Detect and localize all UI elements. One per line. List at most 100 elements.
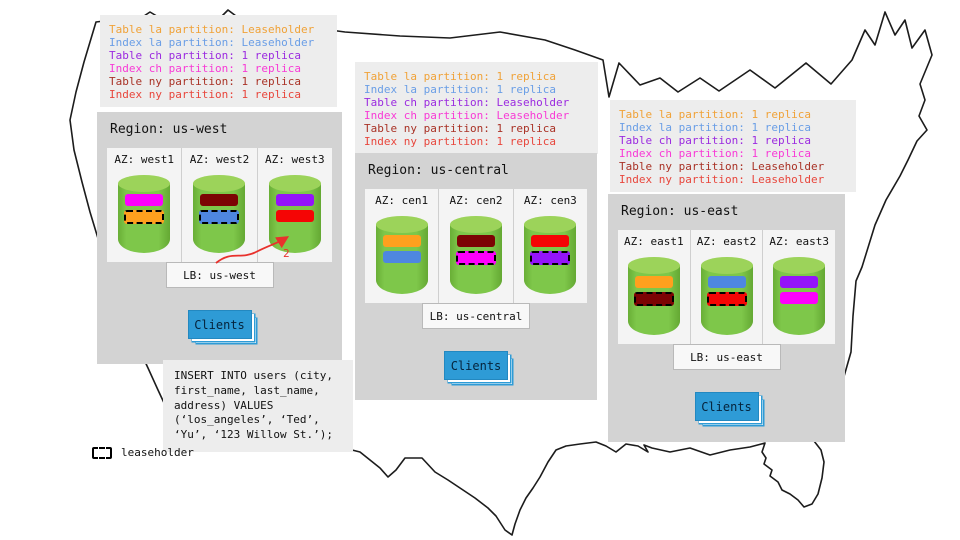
az-label: AZ: west3 <box>265 153 325 166</box>
legend-line: Index ch partition: 1 replica <box>109 61 302 75</box>
load-balancer-box: LB: us-east <box>672 344 781 370</box>
region-title: Region: us-east <box>621 204 739 219</box>
sql-line: address) VALUES <box>174 398 274 412</box>
legend-us-central: Table la partition: 1 replica Index la p… <box>355 62 598 155</box>
az-column: AZ: west2 <box>182 148 258 262</box>
partition-replica-bar <box>200 194 239 206</box>
partition-bars <box>118 194 170 224</box>
legend-line: Index la partition: 1 replica <box>364 82 557 96</box>
legend-line: Table ny partition: 1 replica <box>109 74 302 88</box>
az-area: AZ: cen1 AZ: cen2 <box>365 189 587 303</box>
legend-line: Table ch partition: Leaseholder <box>364 95 570 109</box>
clients-button[interactable]: Clients <box>444 351 508 380</box>
cylinder-top <box>118 175 171 192</box>
az-label: AZ: cen2 <box>449 194 503 207</box>
partition-replica-bar <box>706 292 747 306</box>
database-cylinder-icon <box>773 257 826 335</box>
partition-replica-bar <box>780 276 819 288</box>
partition-bars <box>773 276 825 304</box>
database-cylinder-icon <box>627 257 680 335</box>
partition-replica-bar <box>530 251 571 265</box>
cylinder-top <box>449 216 502 233</box>
az-column: AZ: west3 <box>258 148 332 262</box>
partition-replica-bar <box>382 251 421 263</box>
partition-bars <box>701 276 753 306</box>
az-column: AZ: east3 <box>763 230 835 344</box>
cylinder-top <box>375 216 428 233</box>
az-label: AZ: east2 <box>696 235 757 248</box>
cylinder-top <box>268 175 321 192</box>
leaseholder-key-label: leaseholder <box>121 446 194 459</box>
region-panel-us-central: Region: us-central AZ: cen1 AZ: cen2 <box>355 153 597 400</box>
az-label: AZ: cen1 <box>375 194 429 207</box>
sql-line: INSERT INTO users (city, <box>174 369 333 382</box>
cylinder-top <box>193 175 246 192</box>
sql-line: first_name, last_name, <box>174 383 320 397</box>
partition-bars <box>524 235 576 265</box>
az-area: AZ: east1 AZ: east2 <box>618 230 835 344</box>
partition-replica-bar <box>382 235 421 247</box>
partition-replica-bar <box>633 292 674 306</box>
database-cylinder-icon <box>268 175 321 253</box>
load-balancer-box: LB: us-central <box>422 303 530 329</box>
legend-us-west: Table la partition: Leaseholder Index la… <box>100 15 337 108</box>
az-column: AZ: west1 <box>107 148 183 262</box>
legend-line: Table ch partition: 1 replica <box>619 133 812 147</box>
region-panel-us-east: Region: us-east AZ: east1 AZ: east2 <box>608 194 845 442</box>
cylinder-top <box>773 257 826 274</box>
legend-line: Index ch partition: 1 replica <box>619 146 812 160</box>
partition-replica-bar <box>275 210 314 222</box>
database-cylinder-icon <box>118 175 171 253</box>
az-label: AZ: west1 <box>114 153 174 166</box>
az-label: AZ: west2 <box>189 153 250 166</box>
region-title: Region: us-west <box>110 122 228 137</box>
region-title: Region: us-central <box>368 163 509 178</box>
partition-replica-bar <box>707 276 746 288</box>
cylinder-top <box>700 257 753 274</box>
legend-line: Index ny partition: 1 replica <box>364 134 557 148</box>
clients-button[interactable]: Clients <box>187 310 252 339</box>
legend-line: Table la partition: Leaseholder <box>109 23 315 36</box>
az-label: AZ: east3 <box>769 235 829 248</box>
partition-bars <box>450 235 502 265</box>
legend-line: Index la partition: Leaseholder <box>109 35 315 49</box>
clients-button[interactable]: Clients <box>694 392 759 421</box>
az-label: AZ: east1 <box>624 235 684 248</box>
sql-statement-box: INSERT INTO users (city, first_name, las… <box>163 360 353 452</box>
legend-line: Index ny partition: 1 replica <box>109 87 302 101</box>
leaseholder-key: leaseholder <box>92 446 194 459</box>
partition-replica-bar <box>275 194 314 206</box>
legend-line: Index ny partition: Leaseholder <box>619 172 825 186</box>
az-label: AZ: cen3 <box>523 194 577 207</box>
az-area: AZ: west1 AZ: west2 <box>107 148 332 262</box>
legend-line: Table ny partition: 1 replica <box>364 121 557 135</box>
partition-replica-bar <box>199 210 240 224</box>
database-cylinder-icon <box>375 216 428 294</box>
partition-replica-bar <box>780 292 819 304</box>
cylinder-top <box>627 257 680 274</box>
legend-line: Index la partition: 1 replica <box>619 120 812 134</box>
az-column: AZ: cen3 <box>514 189 587 303</box>
partition-bars <box>269 194 321 222</box>
partition-bars <box>376 235 428 263</box>
database-cylinder-icon <box>700 257 753 335</box>
region-panel-us-west: Region: us-west AZ: west1 AZ: west2 <box>97 112 342 364</box>
legend-line: Table ch partition: 1 replica <box>109 48 302 62</box>
legend-line: Table la partition: 1 replica <box>619 108 812 121</box>
sql-line: ‘Yu’, ‘123 Willow St.’); <box>174 428 333 442</box>
database-cylinder-icon <box>193 175 246 253</box>
legend-line: Table la partition: 1 replica <box>364 70 557 83</box>
legend-line: Table ny partition: Leaseholder <box>619 159 825 173</box>
leaseholder-dashed-box-icon <box>92 446 112 459</box>
az-column: AZ: east2 <box>691 230 764 344</box>
az-column: AZ: cen2 <box>439 189 514 303</box>
partition-replica-bar <box>456 235 495 247</box>
legend-us-east: Table la partition: 1 replica Index la p… <box>610 100 856 193</box>
legend-line: Index ch partition: Leaseholder <box>364 108 570 122</box>
cylinder-top <box>524 216 577 233</box>
partition-replica-bar <box>125 194 164 206</box>
partition-replica-bar <box>531 235 570 247</box>
partition-replica-bar <box>455 251 496 265</box>
az-column: AZ: cen1 <box>365 189 440 303</box>
